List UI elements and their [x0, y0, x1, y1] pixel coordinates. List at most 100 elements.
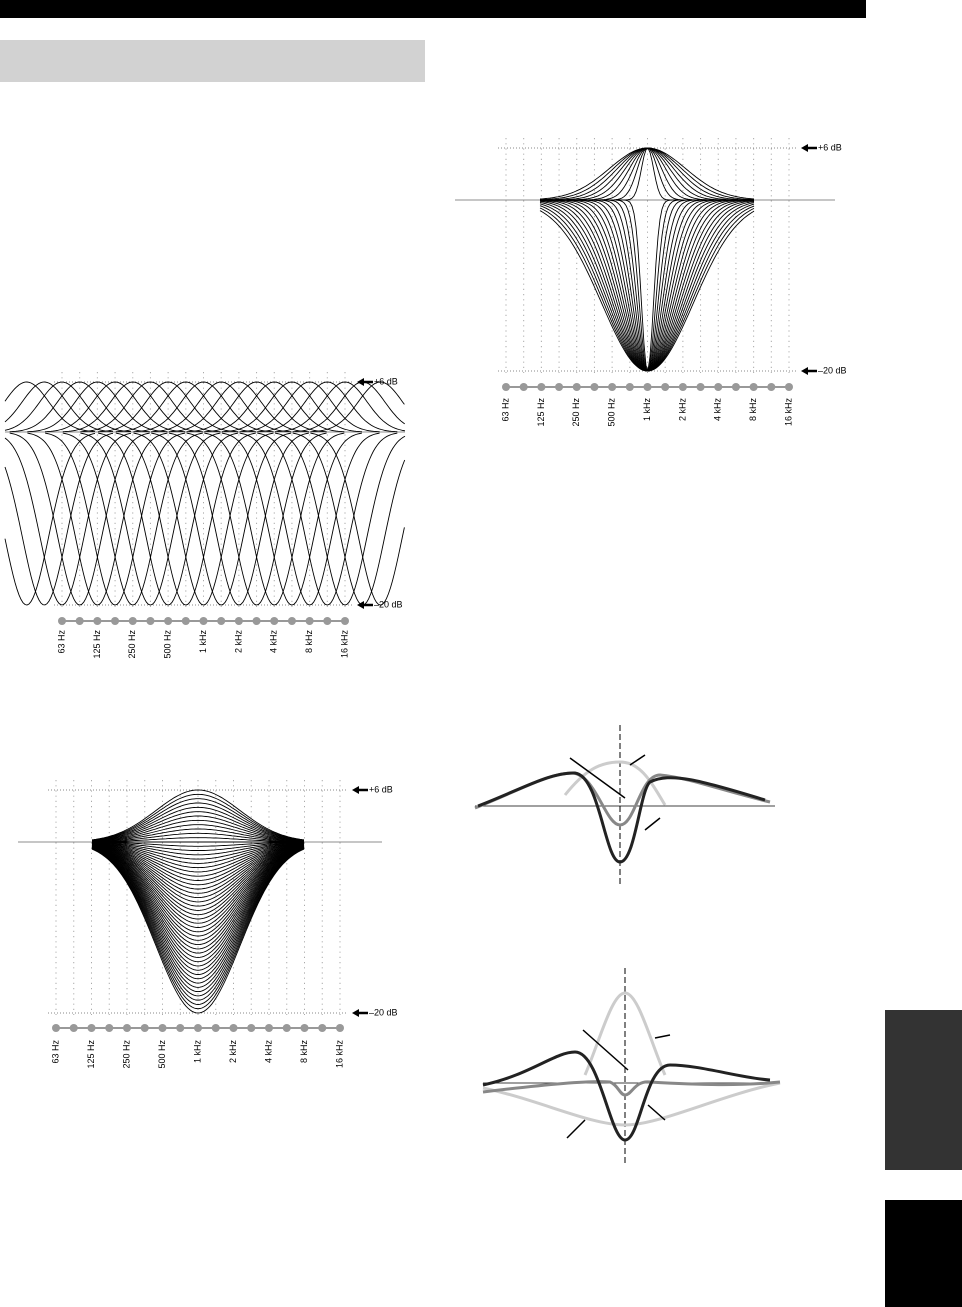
gain-curve	[91, 844, 305, 920]
band-dot	[323, 617, 332, 625]
cut-curve	[540, 199, 754, 372]
band-dot	[270, 617, 279, 625]
cut-curve	[133, 432, 274, 606]
band-dot	[502, 383, 510, 391]
band-dot	[785, 383, 793, 391]
gain-curve	[92, 841, 304, 851]
frequency-label: 8 kHz	[299, 1040, 309, 1064]
band-dot	[590, 383, 599, 391]
boost-curve	[186, 381, 327, 433]
frequency-label: 8 kHz	[304, 630, 314, 654]
cut-curve	[186, 432, 327, 606]
frequency-label: 4 kHz	[269, 630, 279, 654]
band-dot	[714, 383, 723, 391]
cut-curve	[151, 432, 292, 606]
gain-curve	[91, 844, 305, 903]
cut-curve	[168, 432, 309, 606]
boost-curve	[4, 381, 114, 433]
eq-graph-frequency: 63 Hz 125 Hz 250 Hz 500 Hz 1 kHz 2 kHz 4 kHz 8 …	[4, 372, 406, 659]
frequency-label: 63 Hz	[500, 398, 510, 422]
boost-curve	[27, 381, 168, 433]
frequency-label: 2 kHz	[233, 630, 243, 654]
band-dot	[105, 1024, 114, 1032]
gain-curve	[91, 848, 305, 1014]
gain-curve	[91, 844, 305, 924]
level-arrowhead	[352, 1009, 359, 1017]
gain-curve	[91, 845, 305, 933]
band-dot	[305, 617, 314, 625]
cut-curve	[292, 432, 406, 606]
band-dot	[336, 1024, 344, 1032]
band-dot	[217, 617, 226, 625]
band-dot	[625, 383, 634, 391]
frequency-label: 1 kHz	[642, 398, 652, 422]
gain-curve	[91, 843, 305, 881]
boost-curve	[45, 381, 186, 433]
cut-curve	[540, 199, 754, 372]
gain-curve	[91, 843, 305, 890]
band-dot	[537, 383, 546, 391]
gain-curve	[91, 847, 305, 984]
gain-curve	[91, 842, 305, 873]
boost-curve	[274, 381, 406, 433]
boost-curve	[151, 381, 292, 433]
band-dot	[87, 1024, 96, 1032]
level-label: –20 dB	[374, 599, 403, 609]
boost-curve	[9, 381, 150, 433]
band-dot	[111, 617, 120, 625]
frequency-label: 250 Hz	[571, 398, 581, 427]
band-dot	[282, 1024, 291, 1032]
gain-curve	[91, 844, 305, 911]
level-arrowhead	[357, 601, 364, 609]
frequency-label: 125 Hz	[86, 1040, 96, 1069]
cut-curve	[539, 210, 755, 372]
cut-curve	[540, 199, 754, 372]
frequency-label: 4 kHz	[263, 1040, 273, 1064]
band-dot	[229, 1024, 238, 1032]
gain-curve	[92, 841, 304, 847]
cut-curve	[540, 199, 754, 372]
band-dot	[252, 617, 261, 625]
gain-curve	[91, 844, 305, 916]
gain-curve	[91, 847, 305, 997]
boost-curve	[539, 147, 755, 200]
band-dot	[678, 383, 687, 391]
level-label: +6 dB	[818, 142, 842, 152]
gain-curve	[91, 845, 305, 928]
band-dot	[52, 1024, 60, 1032]
gain-curve	[91, 811, 305, 842]
gain-curve	[91, 846, 305, 963]
gain-curve	[91, 845, 305, 941]
frequency-label: 1 kHz	[198, 630, 208, 654]
band-dot	[158, 1024, 167, 1032]
frequency-label: 500 Hz	[607, 398, 617, 427]
eq-curves	[539, 147, 755, 373]
cut-curve	[115, 432, 256, 606]
gain-curve	[91, 843, 305, 886]
level-label: +6 dB	[374, 376, 398, 386]
frequency-label: 63 Hz	[56, 630, 66, 654]
boost-curve	[115, 381, 256, 433]
gain-curve	[91, 848, 305, 1001]
band-dot	[164, 617, 173, 625]
band-dot	[176, 1024, 185, 1032]
boost-curve	[98, 381, 239, 433]
boost-curve	[4, 381, 132, 433]
frequency-label: 1 kHz	[192, 1040, 202, 1064]
gain-curve	[91, 844, 305, 907]
gain-curve	[91, 806, 305, 842]
phase-diagram-1	[474, 725, 775, 885]
frequency-label: 8 kHz	[748, 398, 758, 422]
gain-curve	[91, 824, 305, 842]
cut-curve	[4, 432, 114, 606]
phase-diagram-2	[482, 968, 781, 1165]
band-dot	[265, 1024, 273, 1032]
band-dot	[749, 383, 758, 391]
band-dot	[211, 1024, 220, 1032]
gain-curve	[92, 832, 304, 843]
cut-curve	[221, 432, 362, 606]
cut-curve	[540, 199, 754, 373]
header-bar	[0, 0, 866, 18]
level-arrowhead	[352, 786, 359, 794]
gain-curve	[91, 846, 305, 954]
